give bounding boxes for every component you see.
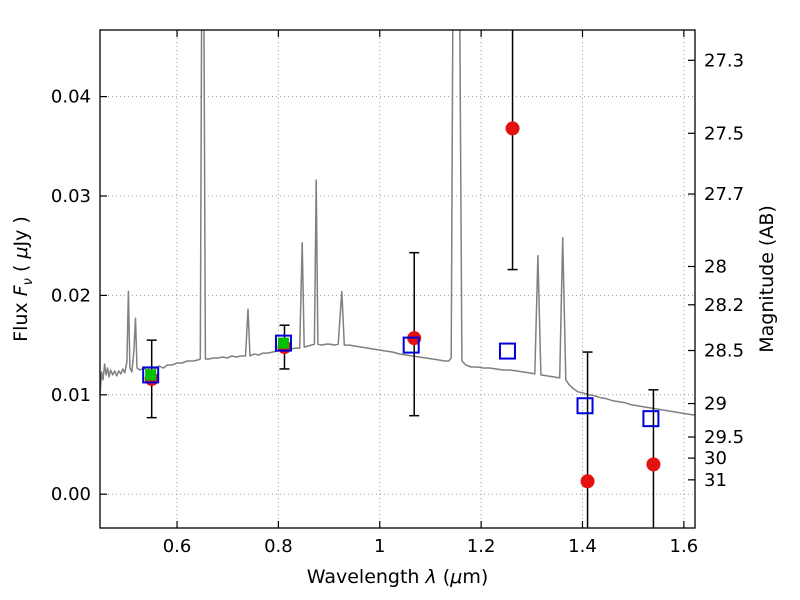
model-point-square [642, 410, 660, 428]
tick-labels: 0.6 0.8 1 1.2 1.4 1.6 0.00 0.01 0.02 0.03 0.04 27.3… [51, 50, 744, 557]
model-point-square [142, 366, 160, 384]
y-tick-label-left: 0.04 [51, 87, 91, 108]
y-tick-label-right: 31 [704, 470, 727, 491]
detected-band-markers [145, 337, 289, 381]
y-tick-label-right: 29 [704, 394, 727, 415]
y-tick-label-right: 27.5 [704, 123, 744, 144]
plot-frame [99, 29, 696, 529]
detected-point-square [277, 337, 289, 349]
y-tick-label-right: 29.5 [704, 427, 744, 448]
error-bars [146, 30, 659, 528]
observed-point-circle [646, 457, 661, 472]
y-tick-label-right: 28.5 [704, 341, 744, 362]
y-tick-label-right: 28 [704, 256, 727, 277]
model-point-square [498, 342, 516, 360]
y-tick-label-right: 28.2 [704, 295, 744, 316]
observed-point-circle [505, 121, 520, 136]
y-tick-label-right: 27.3 [704, 50, 744, 71]
detected-point-square [145, 369, 157, 381]
x-tick-label: 1.4 [568, 536, 597, 557]
observed-photometry-markers [144, 121, 661, 489]
model-point-square [576, 397, 594, 415]
axis-ticks [100, 30, 695, 528]
y-tick-label-left: 0.03 [51, 186, 91, 207]
y-tick-label-right: 27.7 [704, 184, 744, 205]
observed-point-circle [580, 474, 595, 489]
y-tick-label-left: 0.02 [51, 285, 91, 306]
y-axis-label-right: Magnitude (AB) [756, 205, 778, 353]
y-tick-label-left: 0.00 [51, 484, 91, 505]
y-axis-label-left: Flux Fν ( μJy ) [10, 216, 36, 342]
x-axis-label: Wavelength λ (μm) [307, 566, 488, 588]
model-photometry-markers [142, 334, 660, 428]
x-tick-label: 1.6 [670, 536, 699, 557]
x-tick-label: 0.8 [264, 536, 293, 557]
model-spectrum-line [100, 30, 695, 416]
model-point-square [402, 336, 420, 354]
y-tick-label-right: 30 [704, 448, 727, 469]
y-tick-label-left: 0.01 [51, 385, 91, 406]
grid-lines [100, 30, 695, 528]
x-tick-label: 1.2 [467, 536, 496, 557]
x-tick-label: 1 [374, 536, 385, 557]
x-tick-label: 0.6 [163, 536, 192, 557]
model-point-square [274, 334, 292, 352]
